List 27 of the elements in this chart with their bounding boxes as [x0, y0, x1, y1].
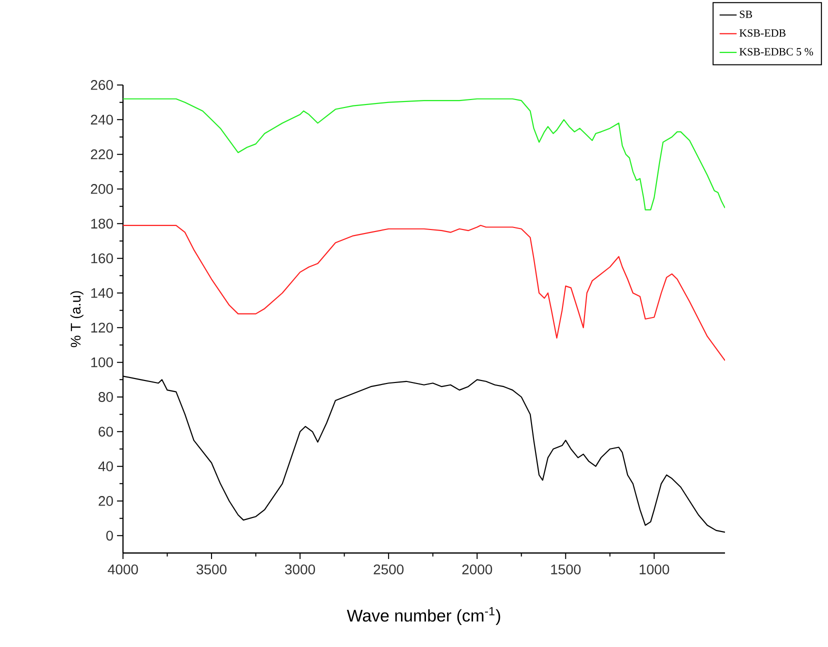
y-tick-label: 20	[98, 496, 113, 506]
x-tick-label: 2000	[462, 564, 492, 574]
y-tick-label: 160	[91, 253, 113, 264]
y-tick-label: 60	[98, 426, 113, 437]
x-tick-label: 3000	[285, 564, 316, 574]
legend-label: KSB-EDB	[739, 29, 786, 37]
line-series	[122, 98, 725, 210]
x-tick-label: 2500	[374, 564, 404, 574]
y-tick-label: 180	[91, 218, 113, 229]
y-tick-label: 240	[90, 114, 113, 125]
legend-label: SB	[740, 10, 752, 18]
legend-label: KSB-EDBC 5 %	[739, 48, 814, 56]
y-tick-label: 140	[91, 288, 113, 298]
x-tick-label: 4000	[108, 564, 138, 574]
x-axis-title: Wave number (cm$^{-1}$)	[346, 607, 500, 626]
y-tick-label: 220	[90, 149, 113, 160]
y-tick-label: 40	[98, 461, 113, 472]
y-tick-label: 260	[90, 80, 113, 90]
x-tick-label: 1500	[551, 564, 581, 574]
x-tick-label: 1000	[640, 564, 670, 574]
y-tick-label: 0	[106, 530, 113, 541]
y-tick-label: 200	[90, 184, 113, 194]
y-tick-label: 80	[98, 392, 113, 402]
x-tick-label: 3500	[196, 564, 226, 574]
y-tick-label: 100	[91, 357, 113, 368]
y-tick-label: 120	[91, 322, 113, 333]
y-axis-title: % T (a.u)	[70, 291, 84, 348]
